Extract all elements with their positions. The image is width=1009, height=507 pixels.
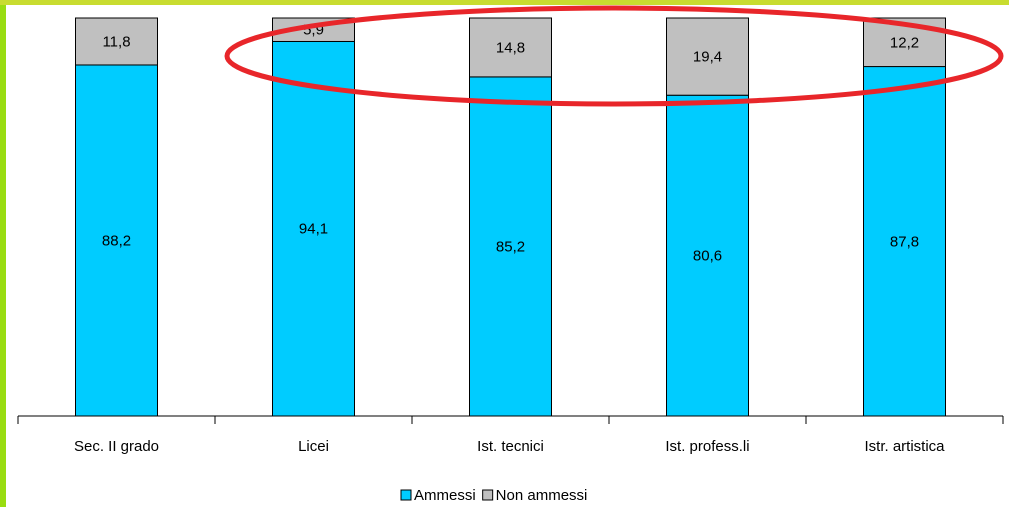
data-label: 88,2 <box>102 232 131 249</box>
legend-swatch-non-ammessi <box>482 489 494 501</box>
x-ticks-group <box>17 416 1004 424</box>
highlight-ellipse <box>224 5 1004 107</box>
data-label: 80,6 <box>693 248 722 265</box>
data-label: 94,1 <box>299 221 328 238</box>
category-label: Ist. tecnici <box>477 438 544 455</box>
frame-top-border <box>0 0 1009 5</box>
category-labels-group: Sec. II grado Licei Ist. tecnici Ist. profe… <box>74 438 945 455</box>
category-label: Istr. artistica <box>864 438 945 455</box>
legend: Ammessi Non ammessi <box>400 487 588 504</box>
category-label: Sec. II grado <box>74 438 159 455</box>
bar-segment-non-ammessi <box>75 17 158 66</box>
data-label: 19,4 <box>693 49 722 66</box>
bar-segment-ammessi <box>75 64 158 417</box>
bar-segment-non-ammessi <box>469 17 552 78</box>
frame-left-border <box>0 0 6 507</box>
legend-label: Non ammessi <box>496 487 588 504</box>
bars-group: 88,211,894,15,985,214,880,619,487,812,2 <box>75 17 946 417</box>
category-label: Ist. profess.li <box>665 438 749 455</box>
data-label: 14,8 <box>496 39 525 56</box>
legend-swatch-ammessi <box>400 489 412 501</box>
data-label: 11,8 <box>102 33 130 50</box>
data-label: 85,2 <box>496 238 525 255</box>
category-label: Licei <box>298 438 329 455</box>
bar-segment-non-ammessi <box>666 17 749 96</box>
data-label: 12,2 <box>890 34 919 51</box>
data-label: 87,8 <box>890 233 919 250</box>
legend-label: Ammessi <box>414 487 476 504</box>
